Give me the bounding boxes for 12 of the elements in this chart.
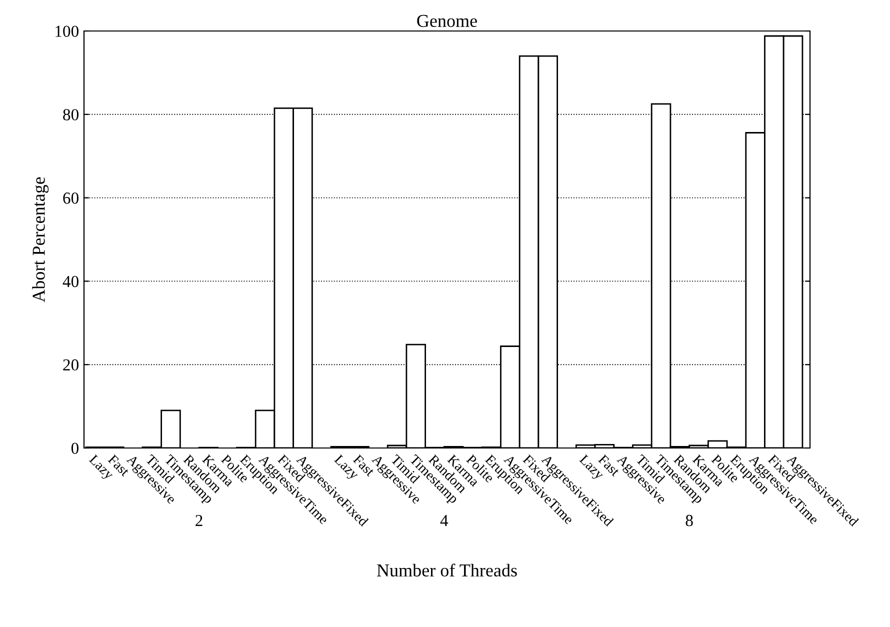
y-tick-label: 80: [63, 109, 79, 120]
y-tick-label: 60: [63, 192, 79, 204]
chart-title: Genome: [417, 14, 477, 28]
y-tick-label: 0: [71, 442, 79, 454]
y-tick-label: 100: [56, 26, 79, 37]
text: 2: [196, 514, 202, 526]
text: 8: [686, 514, 693, 526]
y-tick-label: 20: [63, 359, 79, 371]
y-axis-title: Abort Percentage: [32, 177, 49, 302]
y-tick-label: 40: [62, 276, 79, 288]
x-axis-title: Number of Threads: [376, 564, 517, 577]
text: 4: [440, 515, 448, 526]
